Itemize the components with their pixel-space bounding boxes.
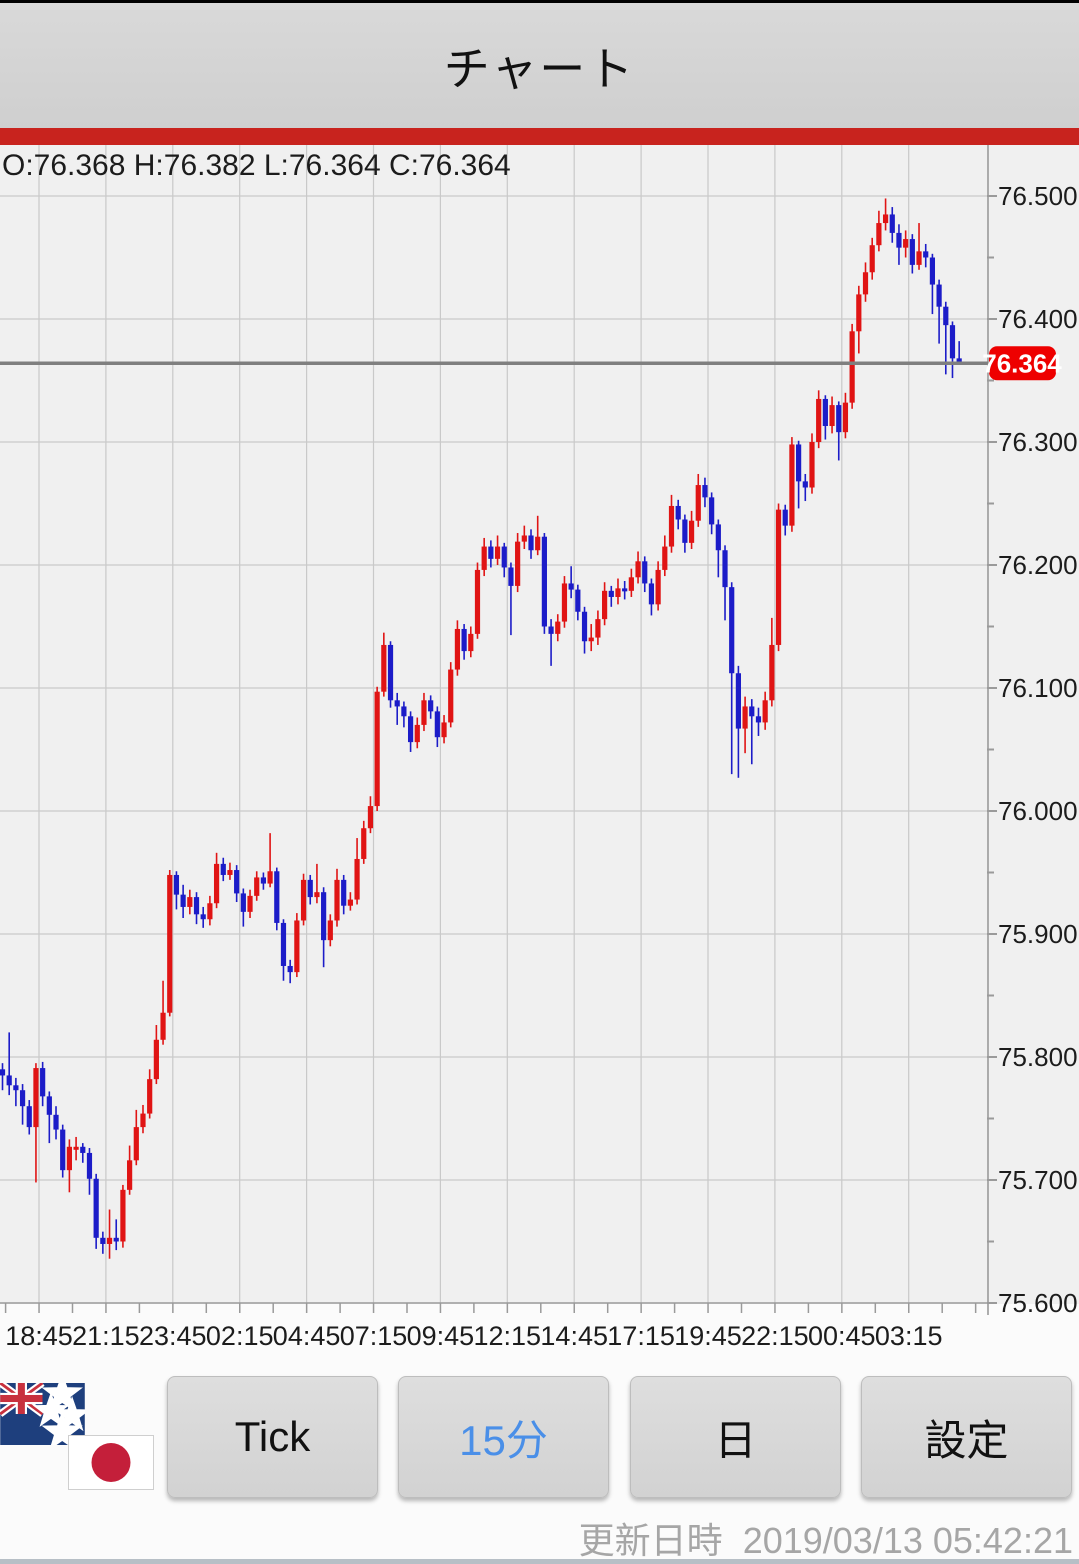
svg-text:12:15: 12:15	[474, 1321, 542, 1351]
svg-text:09:45: 09:45	[407, 1321, 475, 1351]
day-button[interactable]: 日	[630, 1376, 841, 1498]
svg-text:76.300: 76.300	[998, 427, 1078, 457]
update-timestamp-label: 更新日時	[578, 1520, 723, 1561]
svg-text:76.364: 76.364	[982, 348, 1062, 378]
update-timestamp-value: 2019/03/13 05:42:21	[742, 1520, 1073, 1561]
japan-flag-icon	[68, 1435, 154, 1490]
ohlc-readout: O:76.368 H:76.382 L:76.364 C:76.364	[2, 149, 511, 182]
svg-text:17:15: 17:15	[607, 1321, 675, 1351]
tick-button[interactable]: Tick	[167, 1376, 378, 1498]
svg-text:75.600: 75.600	[998, 1288, 1078, 1318]
svg-text:02:15: 02:15	[206, 1321, 274, 1351]
svg-text:19:45: 19:45	[674, 1321, 742, 1351]
svg-text:75.800: 75.800	[998, 1042, 1078, 1072]
svg-text:76.100: 76.100	[998, 673, 1078, 703]
new-zealand-flag-icon	[0, 1383, 85, 1445]
currency-pair-indicator[interactable]	[0, 1383, 160, 1518]
header-accent-bar	[0, 128, 1079, 145]
svg-text:14:45: 14:45	[540, 1321, 608, 1351]
svg-text:21:15: 21:15	[72, 1321, 140, 1351]
page-title: チャート	[443, 42, 636, 95]
screen-top-edge	[0, 0, 1079, 3]
bottom-bar: Tick 15分 日 設定 更新日時 2019/03/13 05:42:21	[0, 1360, 1079, 1564]
svg-text:18:45: 18:45	[5, 1321, 73, 1351]
svg-text:00:45: 00:45	[808, 1321, 876, 1351]
svg-text:22:15: 22:15	[741, 1321, 809, 1351]
screen-bottom-edge	[0, 1559, 1079, 1564]
candlestick-chart[interactable]: 18:45 21:15 23:45 02:15 04:45 07:15 09:45 12:15…	[0, 145, 1079, 1360]
svg-text:04:45: 04:45	[273, 1321, 341, 1351]
update-timestamp: 更新日時 2019/03/13 05:42:21	[579, 1512, 1073, 1564]
svg-text:75.900: 75.900	[998, 919, 1078, 949]
app-header: チャート	[0, 3, 1079, 128]
svg-text:03:15: 03:15	[875, 1321, 943, 1351]
svg-text:76.400: 76.400	[998, 304, 1078, 334]
svg-text:76.500: 76.500	[998, 181, 1078, 211]
svg-text:23:45: 23:45	[139, 1321, 207, 1351]
svg-text:76.000: 76.000	[998, 796, 1078, 826]
candlestick-chart-svg: 18:45 21:15 23:45 02:15 04:45 07:15 09:45 12:15…	[0, 145, 1079, 1360]
settings-button[interactable]: 設定	[861, 1376, 1072, 1498]
svg-text:75.700: 75.700	[998, 1165, 1078, 1195]
svg-text:07:15: 07:15	[340, 1321, 408, 1351]
timeframe-15min-button[interactable]: 15分	[398, 1376, 609, 1498]
svg-text:76.200: 76.200	[998, 550, 1078, 580]
